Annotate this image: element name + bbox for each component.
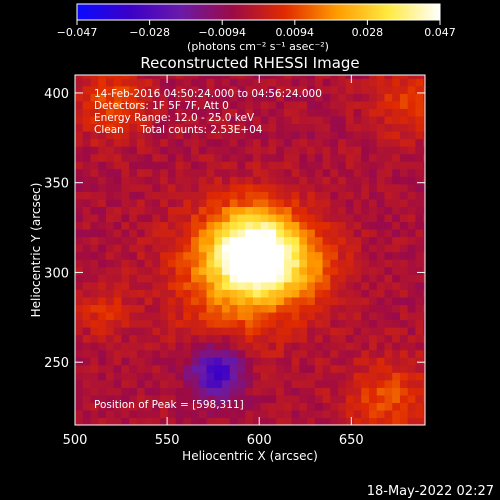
annotation-energy-range: Energy Range: 12.0 - 25.0 keV	[94, 112, 255, 124]
plot-date: 18-May-2022 02:27	[367, 484, 494, 499]
peak-position-label: Position of Peak = [598,311]	[94, 399, 244, 411]
annotation-detectors: Detectors: 1F 5F 7F, Att 0	[94, 100, 229, 112]
plot-frame	[74, 74, 426, 426]
colorbar-tick-label: −0.047	[57, 26, 98, 39]
colorbar-ticks: −0.047 −0.028 −0.0094 0.0094 0.028 0.047	[57, 20, 456, 39]
annotation-clean-counts: Clean Total counts: 2.53E+04	[94, 124, 263, 136]
y-tick-label: 350	[44, 177, 69, 192]
y-tick-label: 300	[44, 266, 69, 281]
colorbar-units: (photons cm⁻² s⁻¹ asec⁻²)	[187, 40, 329, 53]
x-tick-label: 500	[63, 433, 88, 448]
chart-title: Reconstructed RHESSI Image	[140, 54, 359, 72]
colorbar-tick-label: 0.028	[352, 26, 384, 39]
y-tick-label: 400	[44, 87, 69, 102]
annotation-block: 14-Feb-2016 04:50:24.000 to 04:56:24.000…	[94, 88, 322, 136]
axis-ticks: 500 550 600 650 250 300 350 400	[44, 75, 425, 448]
colorbar-tick-label: 0.047	[424, 26, 456, 39]
colorbar-tick-label: −0.0094	[198, 26, 246, 39]
x-tick-label: 600	[247, 433, 272, 448]
y-axis-label: Heliocentric Y (arcsec)	[29, 183, 43, 318]
heatmap-image	[75, 75, 425, 425]
colorbar-tick-label: 0.0094	[276, 26, 315, 39]
x-tick-label: 550	[155, 433, 180, 448]
y-tick-label: 250	[44, 356, 69, 371]
annotation-time-range: 14-Feb-2016 04:50:24.000 to 04:56:24.000	[94, 88, 322, 100]
x-axis-label: Heliocentric X (arcsec)	[182, 449, 318, 463]
colorbar-tick-label: −0.028	[129, 26, 170, 39]
colorbar	[76, 3, 441, 21]
x-tick-label: 650	[339, 433, 364, 448]
